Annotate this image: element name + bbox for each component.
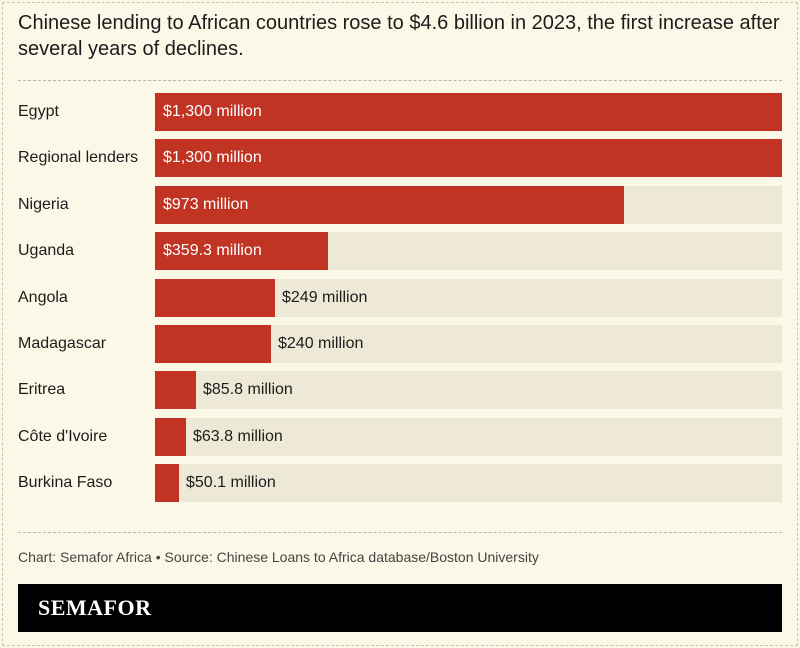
bar-row: Uganda $359.3 million	[0, 232, 800, 271]
bar	[155, 93, 782, 131]
bar-row: Egypt $1,300 million	[0, 93, 800, 131]
bar	[155, 464, 179, 503]
bar	[155, 417, 186, 456]
bar-track: $1,300 million	[155, 139, 782, 178]
bar	[155, 278, 275, 317]
category-label: Uganda	[18, 242, 75, 260]
bar-row: Eritrea $85.8 million	[0, 371, 800, 410]
bar-track: $1,300 million	[155, 93, 782, 131]
bar-row: Regional lenders $1,300 million	[0, 139, 800, 178]
bar-track: $249 million	[155, 278, 782, 317]
bar-row: Côte d'Ivoire $63.8 million	[0, 417, 800, 456]
chart-title: Chinese lending to African countries ros…	[18, 12, 780, 60]
bar-track: $359.3 million	[155, 232, 782, 271]
category-label: Regional lenders	[18, 149, 139, 167]
bar	[155, 325, 271, 363]
value-label: $85.8 million	[203, 381, 293, 399]
category-label: Côte d'Ivoire	[18, 427, 108, 445]
bar-track: $50.1 million	[155, 464, 782, 503]
bar-row: Madagascar $240 million	[0, 325, 800, 363]
bar	[155, 185, 624, 224]
bar	[155, 232, 328, 271]
value-label: $1,300 million	[163, 149, 262, 167]
bar-track: $240 million	[155, 325, 782, 363]
category-label: Angola	[18, 288, 68, 306]
bar-track: $63.8 million	[155, 417, 782, 456]
bar	[155, 371, 196, 410]
value-label: $63.8 million	[193, 427, 283, 445]
bar-track: $85.8 million	[155, 371, 782, 410]
value-label: $973 million	[163, 195, 249, 213]
top-divider	[18, 80, 782, 81]
value-label: $240 million	[278, 335, 364, 352]
footer-bar: SEMAFOR	[18, 584, 782, 632]
bar-track: $973 million	[155, 185, 782, 224]
value-label: $1,300 million	[163, 103, 262, 120]
category-label: Nigeria	[18, 195, 69, 213]
value-label: $249 million	[282, 288, 368, 306]
bar-row: Nigeria $973 million	[0, 185, 800, 224]
bar-row: Angola $249 million	[0, 278, 800, 317]
bar	[155, 139, 782, 178]
brand-logo: SEMAFOR	[38, 595, 152, 620]
value-label: $50.1 million	[186, 474, 276, 492]
category-label: Madagascar	[18, 335, 107, 352]
source-note: Chart: Semafor Africa • Source: Chinese …	[18, 549, 539, 565]
category-label: Burkina Faso	[18, 474, 113, 492]
bottom-divider	[18, 532, 782, 533]
category-label: Egypt	[18, 103, 59, 120]
category-label: Eritrea	[18, 381, 66, 399]
value-label: $359.3 million	[163, 242, 262, 260]
bar-row: Burkina Faso $50.1 million	[0, 464, 800, 503]
